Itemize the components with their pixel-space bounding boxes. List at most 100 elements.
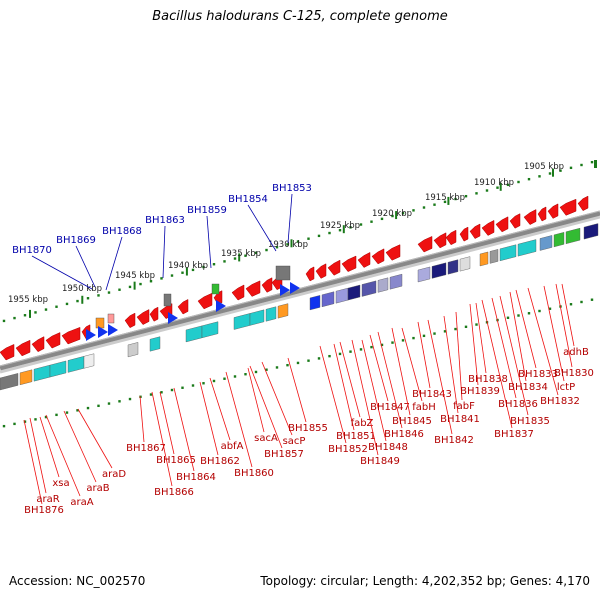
cds-arrow (327, 259, 341, 276)
cds-arrow (261, 277, 273, 293)
cds-arrow (61, 326, 81, 345)
lower-gene-label: BH1862 (200, 456, 240, 467)
scale-track-dot (86, 297, 90, 300)
lower-gene-label: BH1864 (176, 472, 216, 483)
lower-leader (261, 361, 293, 436)
lower-track-dot (454, 327, 457, 331)
lower-track-dot (359, 348, 363, 351)
lower-gene-label: xsa (52, 478, 69, 489)
cds-arrow (509, 213, 521, 229)
cds-arrow (357, 252, 371, 268)
feature-block (0, 373, 19, 391)
scale-track-dot (391, 214, 394, 218)
scale-track-dot (464, 194, 468, 198)
feature-block (211, 283, 220, 295)
scale-track-dot (370, 220, 373, 223)
lower-leader (469, 303, 479, 386)
scale-label: 1950 kbp (62, 284, 102, 294)
lower-track-dot (307, 359, 310, 362)
scale-label: 1945 kbp (115, 271, 155, 281)
upper-leader (206, 215, 212, 269)
upper-leader (31, 255, 93, 290)
lower-track-dot (34, 418, 37, 421)
scale-track-dot (307, 237, 310, 240)
lower-track-dot (212, 379, 216, 383)
scale-track-dot (212, 263, 216, 266)
lower-leader (63, 410, 97, 483)
feature-block (67, 356, 85, 373)
lower-leader (29, 417, 47, 494)
cds-arrow (537, 206, 547, 222)
lower-leader (417, 321, 431, 389)
lower-track-dot (107, 402, 111, 405)
scale-track-dot (496, 186, 499, 189)
feature-block (163, 293, 172, 307)
lower-track-dot (2, 424, 6, 428)
lower-leader (391, 327, 411, 416)
lower-leader (543, 285, 565, 382)
scale-track-dot (286, 243, 289, 246)
scale-label: 1955 kbp (8, 295, 48, 305)
scale-label: 1930 kbp (268, 240, 308, 250)
lower-track-dot (265, 368, 268, 371)
lower-gene-label: BH1865 (156, 455, 196, 466)
blue-arrow (98, 326, 108, 338)
cds-arrow (523, 209, 537, 225)
scale-track-dot (254, 251, 258, 255)
feature-block (583, 223, 599, 240)
lower-leader (401, 327, 423, 402)
scale-track-dot (454, 197, 457, 201)
lower-leader (287, 357, 307, 423)
lower-leader (319, 345, 347, 444)
lower-leader (199, 381, 219, 456)
feature-block (309, 295, 321, 311)
lower-track-dot (380, 343, 384, 347)
lower-track-dot (254, 370, 258, 374)
feature-block (553, 232, 565, 248)
genome-summary: Topology: circular; Length: 4,202,352 bp… (260, 574, 590, 588)
feature-block (127, 342, 139, 358)
lower-leader (39, 416, 60, 478)
scale-track-dot (506, 183, 510, 187)
lower-gene-label: BH1860 (234, 468, 274, 479)
feature-block (565, 227, 581, 245)
lower-gene-label: araD (102, 469, 126, 480)
feature-block (417, 266, 431, 283)
upper-leader (162, 225, 166, 279)
accession-label: Accession: NC_002570 (9, 574, 146, 588)
cds-arrow (559, 198, 577, 216)
cds-arrow (577, 195, 589, 212)
lower-leader (369, 334, 389, 402)
blue-arrow (108, 324, 118, 336)
lower-gene-label: abfA (221, 441, 244, 452)
lower-track-dot (328, 354, 331, 358)
lower-track (2, 298, 594, 428)
upper-gene-label: BH1854 (228, 194, 268, 205)
scale-track-dot (422, 206, 426, 209)
scale-tick (594, 160, 597, 168)
scale-label: 1940 kbp (168, 261, 208, 271)
scale-track-dot (55, 305, 58, 308)
scale-track-dot (401, 211, 405, 215)
scale-track-dot (580, 163, 583, 167)
lower-leader (225, 371, 253, 468)
upper-leader (75, 245, 96, 288)
scale-track-dot (275, 246, 279, 249)
blue-arrow (168, 312, 178, 324)
lower-gene-label: fabF (453, 401, 475, 412)
feature-block (19, 369, 33, 386)
feature-block (277, 303, 289, 319)
feature-block (361, 280, 377, 297)
feature-block (479, 251, 489, 267)
scale-track-dot (191, 268, 195, 272)
lower-track-dot (464, 325, 468, 329)
lower-track-dot (443, 330, 447, 333)
lower-track-dot (338, 352, 342, 356)
scale-track-dot (13, 316, 16, 320)
lower-leader (23, 419, 43, 505)
cds-arrow (197, 292, 213, 310)
upper-gene-label: BH1853 (272, 183, 312, 194)
scale-track-dot (569, 166, 573, 170)
map-title: Bacillus halodurans C-125, complete geno… (152, 9, 448, 24)
lower-gene-label: BH1841 (440, 414, 480, 425)
